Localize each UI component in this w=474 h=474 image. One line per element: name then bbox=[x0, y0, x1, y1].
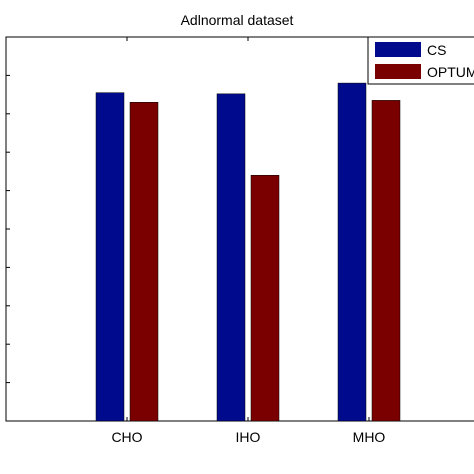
x-tick-label: MHO bbox=[353, 429, 386, 445]
bar-optum-mho bbox=[371, 100, 401, 422]
bar-cs-mho bbox=[337, 82, 367, 422]
legend-swatch-optum bbox=[375, 64, 421, 79]
legend-swatch-cs bbox=[375, 42, 421, 57]
x-tick-label: IHO bbox=[236, 429, 261, 445]
chart-title: Adlnormal dataset bbox=[181, 12, 294, 28]
legend-label-cs: CS bbox=[427, 42, 446, 58]
x-tick-label: CHO bbox=[111, 429, 142, 445]
bar-cs-iho bbox=[216, 93, 246, 422]
legend: CS OPTUM bbox=[367, 36, 474, 85]
bar-optum-iho bbox=[250, 174, 280, 422]
plot-area: CHO IHO MHO bbox=[5, 36, 474, 445]
bar-optum-cho bbox=[129, 102, 159, 422]
legend-label-optum: OPTUM bbox=[427, 64, 474, 80]
bar-cs-cho bbox=[95, 92, 125, 422]
